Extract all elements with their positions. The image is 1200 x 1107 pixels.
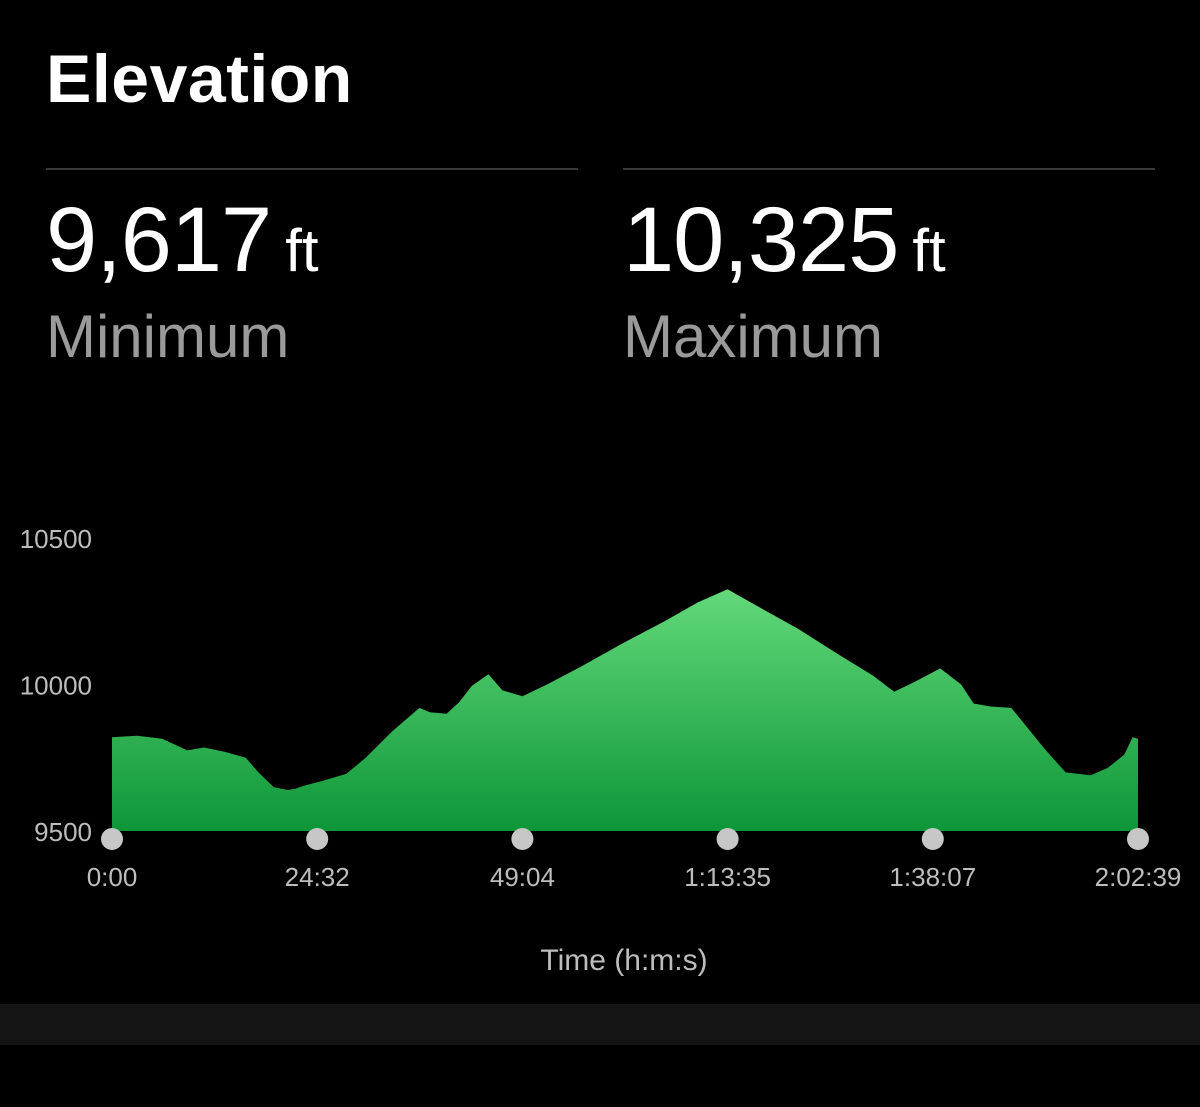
x-tick-label: 49:04 <box>490 862 555 892</box>
x-tick-label: 1:38:07 <box>889 862 976 892</box>
x-tick-marker <box>101 828 123 850</box>
x-tick-label: 2:02:39 <box>1095 862 1182 892</box>
elevation-chart: 10500 10000 9500 0:00 24:32 49:04 1:13:35 1:38… <box>20 524 1182 977</box>
x-tick-marker <box>921 828 944 850</box>
minimum-stat: 9,617 ft <box>46 190 319 301</box>
minimum-value: 9,617 <box>46 189 272 291</box>
footer-bar <box>0 1004 1200 1045</box>
y-tick-label: 9500 <box>34 817 92 847</box>
divider-left <box>46 168 578 170</box>
divider-right <box>623 168 1155 170</box>
maximum-stat: 10,325 ft <box>623 190 946 301</box>
x-tick-label: 0:00 <box>87 862 138 892</box>
x-tick-marker <box>511 828 534 850</box>
elevation-area <box>112 589 1138 831</box>
y-tick-label: 10000 <box>20 671 92 701</box>
x-tick-marker <box>1127 828 1149 850</box>
x-axis: 0:00 24:32 49:04 1:13:35 1:38:07 2:02:39 <box>87 828 1182 892</box>
minimum-label: Minimum <box>46 303 290 370</box>
y-tick-label: 10500 <box>20 524 92 554</box>
x-tick-marker <box>306 828 329 850</box>
x-tick-label: 1:13:35 <box>684 862 771 892</box>
minimum-unit: ft <box>285 217 319 284</box>
maximum-unit: ft <box>912 217 946 284</box>
maximum-label: Maximum <box>623 303 884 370</box>
page-title: Elevation <box>46 41 353 117</box>
x-axis-label: Time (h:m:s) <box>540 944 707 977</box>
y-axis: 10500 10000 9500 <box>20 524 92 847</box>
x-tick-label: 24:32 <box>285 862 350 892</box>
maximum-value: 10,325 <box>623 189 899 291</box>
x-tick-marker <box>716 828 739 850</box>
